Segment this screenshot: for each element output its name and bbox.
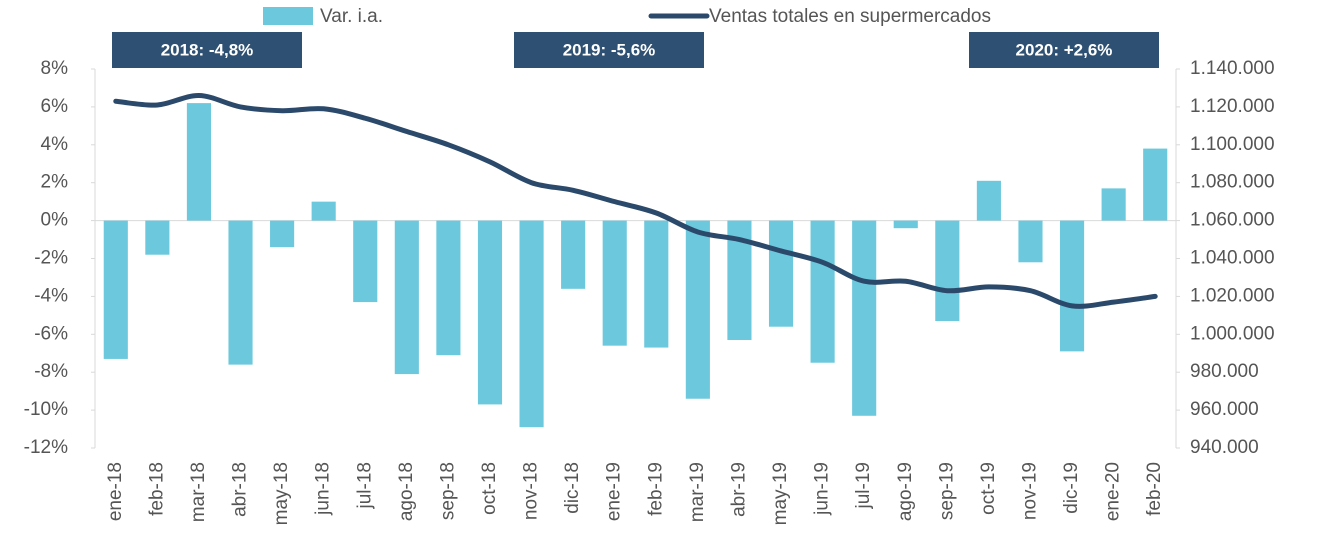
annotation-box: [514, 32, 704, 68]
x-tick-label: mar-18: [188, 462, 209, 522]
y2-tick-label: 960.000: [1190, 399, 1259, 420]
annotation: 2019: -5,6%: [563, 40, 656, 59]
y-tick-label: -6%: [34, 323, 68, 344]
bar: [685, 220, 710, 399]
y2-tick-label: 1.140.000: [1190, 58, 1275, 79]
x-tick-label: jun-19: [812, 462, 833, 516]
x-tick-label: mar-19: [687, 462, 708, 522]
bar: [103, 220, 128, 359]
x-tick-label: sep-18: [437, 462, 458, 520]
x-tick-label: jul-19: [853, 462, 874, 509]
bar: [477, 220, 503, 405]
x-tick-label: dic-19: [1061, 462, 1082, 514]
bar: [1018, 220, 1043, 263]
y-tick-label: 8%: [41, 58, 69, 79]
legend-swatch: [263, 7, 313, 25]
y2-tick-label: 1.100.000: [1190, 134, 1275, 155]
x-tick-label: feb-20: [1144, 462, 1165, 516]
x-tick-label: may-19: [770, 462, 791, 525]
x-tick-label: ene-20: [1103, 462, 1124, 521]
y-tick-label: -2%: [34, 248, 68, 269]
x-tick-label: jun-18: [313, 462, 334, 516]
x-tick-label: may-18: [271, 462, 292, 525]
bar: [893, 220, 918, 229]
bar: [436, 220, 461, 356]
y-tick-label: 2%: [41, 172, 69, 193]
x-tick-label: ene-18: [105, 462, 126, 521]
y-tick-label: 0%: [41, 210, 69, 231]
bar: [145, 220, 170, 255]
bar: [186, 103, 211, 221]
x-tick-label: ago-18: [396, 462, 417, 521]
annotation-box: [112, 32, 302, 68]
line: [113, 93, 1158, 309]
x-tick-label: feb-19: [645, 462, 666, 516]
bar: [935, 220, 960, 322]
y2-tick-label: 1.080.000: [1190, 172, 1275, 193]
bar: [976, 180, 1001, 221]
x-tick-label: ago-19: [895, 462, 916, 521]
bar: [1101, 188, 1126, 221]
x-tick-label: abr-18: [230, 462, 251, 517]
x-tick-label: abr-19: [728, 462, 749, 517]
x-tick-label: dic-18: [562, 462, 583, 514]
x-tick-label: feb-18: [146, 462, 167, 516]
x-tick-label: ene-19: [604, 462, 625, 521]
y2-tick-label: 1.020.000: [1190, 285, 1275, 306]
bar: [519, 220, 544, 428]
y-tick-label: -8%: [34, 361, 68, 382]
bar: [768, 220, 794, 327]
bar: [311, 201, 336, 221]
annotation-box: [969, 32, 1159, 68]
y-tick-label: -4%: [34, 285, 68, 306]
y2-tick-label: 1.000.000: [1190, 323, 1275, 344]
y2-tick-label: 940.000: [1190, 437, 1259, 458]
bar: [561, 220, 586, 289]
y-tick-label: -12%: [24, 437, 68, 458]
x-tick-label: oct-19: [978, 462, 999, 515]
bar: [394, 220, 419, 375]
x-tick-label: nov-19: [1019, 462, 1040, 520]
bar: [644, 220, 669, 348]
y2-tick-label: 980.000: [1190, 361, 1259, 382]
bar: [602, 220, 627, 346]
annotation: 2020: +2,6%: [1016, 40, 1113, 59]
y2-tick-label: 1.040.000: [1190, 248, 1275, 269]
bar: [1143, 148, 1168, 221]
annotation: 2018: -4,8%: [161, 40, 254, 59]
bar: [810, 220, 835, 363]
x-tick-label: sep-19: [936, 462, 957, 520]
y2-tick-label: 1.060.000: [1190, 210, 1275, 231]
legend-label: Ventas totales en supermercados: [709, 6, 991, 27]
x-tick-label: oct-18: [479, 462, 500, 515]
bar: [1060, 220, 1085, 352]
bar: [852, 220, 877, 416]
bar: [353, 220, 378, 303]
bar: [270, 220, 295, 248]
bar: [228, 220, 253, 365]
legend-label: Var. i.a.: [320, 6, 383, 27]
x-tick-label: nov-18: [521, 462, 542, 520]
y-tick-label: -10%: [24, 399, 68, 420]
y2-tick-label: 1.120.000: [1190, 96, 1275, 117]
x-tick-label: jul-18: [354, 462, 375, 509]
y-tick-label: 4%: [41, 134, 69, 155]
y-tick-label: 6%: [41, 96, 69, 117]
